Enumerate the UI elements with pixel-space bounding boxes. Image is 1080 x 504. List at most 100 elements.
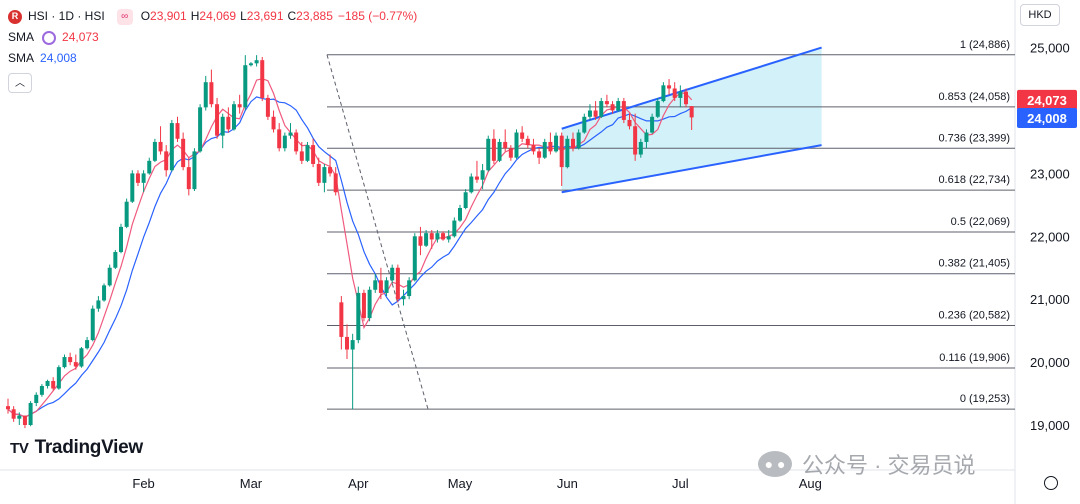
candle-body[interactable] — [514, 132, 519, 158]
candle-body[interactable] — [633, 126, 638, 155]
fib-trend-line[interactable] — [326, 54, 429, 410]
candle-body[interactable] — [90, 308, 95, 341]
candle-body[interactable] — [672, 88, 677, 98]
candle-body[interactable] — [248, 63, 253, 66]
candle-body[interactable] — [243, 65, 248, 108]
candle-body[interactable] — [390, 267, 395, 281]
candle-body[interactable] — [28, 402, 33, 425]
candle-body[interactable] — [186, 167, 191, 190]
currency-button[interactable]: HKD — [1020, 4, 1060, 26]
candle-body[interactable] — [542, 141, 547, 158]
candle-body[interactable] — [294, 132, 299, 152]
candle-body[interactable] — [158, 141, 163, 152]
candle-body[interactable] — [73, 362, 78, 367]
candle-body[interactable] — [627, 119, 632, 127]
candle-body[interactable] — [102, 285, 107, 301]
candle-body[interactable] — [599, 101, 604, 117]
candle-body[interactable] — [152, 141, 157, 161]
candle-body[interactable] — [604, 101, 609, 105]
candle-body[interactable] — [458, 207, 462, 221]
candle-body[interactable] — [79, 348, 84, 367]
candle-body[interactable] — [650, 116, 655, 133]
candle-body[interactable] — [141, 173, 146, 183]
candle-body[interactable] — [350, 340, 355, 350]
sma-fast-row[interactable]: SMA 24,073 — [8, 27, 417, 48]
candle-body[interactable] — [51, 380, 56, 389]
candle-body[interactable] — [265, 97, 270, 117]
candle-body[interactable] — [378, 280, 383, 293]
candle-body[interactable] — [655, 101, 660, 117]
channel-lower-line[interactable] — [561, 144, 822, 194]
candle-body[interactable] — [565, 138, 570, 168]
candle-body[interactable] — [322, 167, 327, 183]
candle-body[interactable] — [610, 104, 615, 111]
candle-body[interactable] — [678, 91, 683, 98]
candle-body[interactable] — [525, 138, 530, 146]
candle-body[interactable] — [508, 148, 513, 158]
candle-body[interactable] — [164, 151, 169, 171]
candle-body[interactable] — [520, 132, 525, 139]
channel-upper-line[interactable] — [561, 46, 822, 130]
candle-body[interactable] — [339, 302, 344, 337]
candle-body[interactable] — [277, 129, 282, 149]
candle-body[interactable] — [299, 151, 304, 161]
candle-body[interactable] — [616, 101, 621, 111]
candle-body[interactable] — [441, 233, 446, 240]
candle-body[interactable] — [582, 116, 587, 133]
candle-body[interactable] — [305, 145, 310, 161]
candle-body[interactable] — [34, 394, 39, 403]
candle-body[interactable] — [119, 226, 123, 253]
candle-body[interactable] — [361, 292, 366, 319]
candle-body[interactable] — [548, 141, 553, 152]
candle-body[interactable] — [181, 138, 186, 168]
candle-body[interactable] — [203, 82, 208, 108]
candle-body[interactable] — [175, 123, 180, 139]
candle-body[interactable] — [107, 267, 112, 286]
candle-body[interactable] — [424, 233, 429, 246]
collapse-legend-button[interactable]: ︿ — [8, 73, 32, 93]
candle-body[interactable] — [644, 132, 649, 142]
candle-body[interactable] — [260, 60, 265, 98]
settings-icon[interactable] — [1044, 476, 1058, 490]
candle-body[interactable] — [130, 173, 135, 202]
candle-body[interactable] — [39, 386, 44, 395]
candle-body[interactable] — [62, 357, 67, 368]
candle-body[interactable] — [316, 163, 321, 183]
candle-body[interactable] — [85, 340, 90, 349]
candle-body[interactable] — [356, 292, 361, 341]
tradingview-logo[interactable]: TV TradingView — [10, 437, 143, 459]
candle-body[interactable] — [554, 135, 559, 152]
candle-body[interactable] — [373, 280, 378, 290]
candle-body[interactable] — [587, 110, 592, 117]
candle-body[interactable] — [6, 406, 10, 410]
candle-body[interactable] — [367, 289, 372, 319]
candle-body[interactable] — [56, 367, 61, 389]
candle-body[interactable] — [407, 280, 412, 297]
candle-body[interactable] — [271, 116, 276, 130]
candle-body[interactable] — [45, 380, 50, 387]
candle-body[interactable] — [198, 107, 203, 152]
candle-body[interactable] — [288, 132, 293, 136]
candle-body[interactable] — [345, 336, 349, 350]
candle-body[interactable] — [446, 236, 451, 240]
candle-body[interactable] — [124, 201, 129, 227]
candle-body[interactable] — [113, 252, 118, 268]
candle-body[interactable] — [401, 296, 406, 300]
candle-body[interactable] — [418, 236, 423, 246]
candle-body[interactable] — [503, 141, 508, 149]
candle-body[interactable] — [215, 104, 220, 136]
candle-body[interactable] — [169, 123, 174, 171]
candle-body[interactable] — [429, 233, 434, 240]
candle-body[interactable] — [571, 138, 575, 149]
candle-body[interactable] — [311, 145, 316, 164]
candle-body[interactable] — [486, 138, 491, 171]
candle-body[interactable] — [192, 151, 197, 190]
candle-body[interactable] — [469, 176, 474, 193]
candle-body[interactable] — [254, 60, 259, 64]
sma-slow-row[interactable]: SMA 24,008 — [8, 48, 417, 69]
candle-body[interactable] — [395, 267, 400, 300]
candle-body[interactable] — [463, 192, 468, 208]
candle-body[interactable] — [452, 220, 457, 237]
candle-body[interactable] — [282, 135, 287, 149]
candle-body[interactable] — [621, 101, 626, 120]
